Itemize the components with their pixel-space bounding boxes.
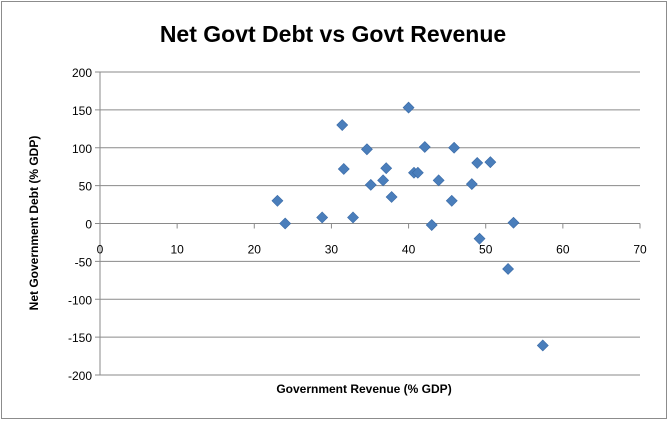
- data-point: [484, 156, 497, 169]
- data-point: [425, 219, 438, 231]
- x-tick-label: 10: [170, 243, 184, 257]
- data-point: [377, 174, 390, 187]
- y-tick-label: 150: [72, 104, 92, 118]
- x-tick-label: 50: [479, 243, 493, 257]
- data-point: [507, 216, 520, 229]
- x-tick-label: 0: [97, 243, 104, 257]
- data-point: [347, 211, 359, 224]
- data-point: [502, 263, 515, 275]
- data-point: [445, 194, 458, 207]
- x-axis-title: Government Revenue (% GDP): [276, 382, 451, 396]
- x-tick-label: 40: [402, 243, 416, 257]
- data-point: [336, 119, 349, 131]
- data-point: [536, 339, 549, 352]
- x-tick-label: 60: [556, 243, 570, 257]
- data-point: [337, 163, 350, 175]
- y-tick-labels: -200 -150 -100 -50 0 50 100 150 200: [68, 66, 92, 383]
- data-point: [448, 141, 461, 154]
- data-point: [432, 174, 445, 187]
- x-tick-labels: 0 10 20 30 40 50 60 70: [97, 243, 647, 257]
- data-point: [471, 156, 484, 169]
- y-tick-label: -50: [75, 255, 93, 269]
- x-tick-label: 30: [325, 243, 339, 257]
- data-point: [411, 166, 424, 179]
- x-tick-label: 70: [633, 243, 647, 257]
- y-tick-label: -200: [68, 369, 92, 383]
- data-points: [271, 101, 549, 352]
- y-tick-label: 200: [72, 66, 92, 80]
- data-point: [364, 178, 377, 191]
- y-tick-label: -150: [68, 331, 92, 345]
- data-point: [385, 191, 398, 203]
- data-point: [271, 194, 284, 207]
- data-point: [418, 141, 431, 153]
- y-tick-label: -100: [68, 293, 92, 307]
- data-point: [473, 232, 486, 245]
- x-tick-label: 20: [248, 243, 262, 257]
- data-point: [360, 143, 373, 156]
- y-tick-label: 0: [85, 218, 92, 232]
- data-point: [380, 162, 393, 175]
- y-axis-title: Net Government Debt (% GDP): [27, 136, 41, 311]
- data-point: [465, 178, 478, 191]
- data-point: [316, 211, 329, 224]
- y-tick-label: 100: [72, 142, 92, 156]
- chart-title: Net Govt Debt vs Govt Revenue: [160, 21, 506, 47]
- axes: [95, 71, 641, 376]
- data-point: [402, 101, 415, 114]
- y-tick-label: 50: [79, 180, 93, 194]
- data-point: [279, 217, 292, 230]
